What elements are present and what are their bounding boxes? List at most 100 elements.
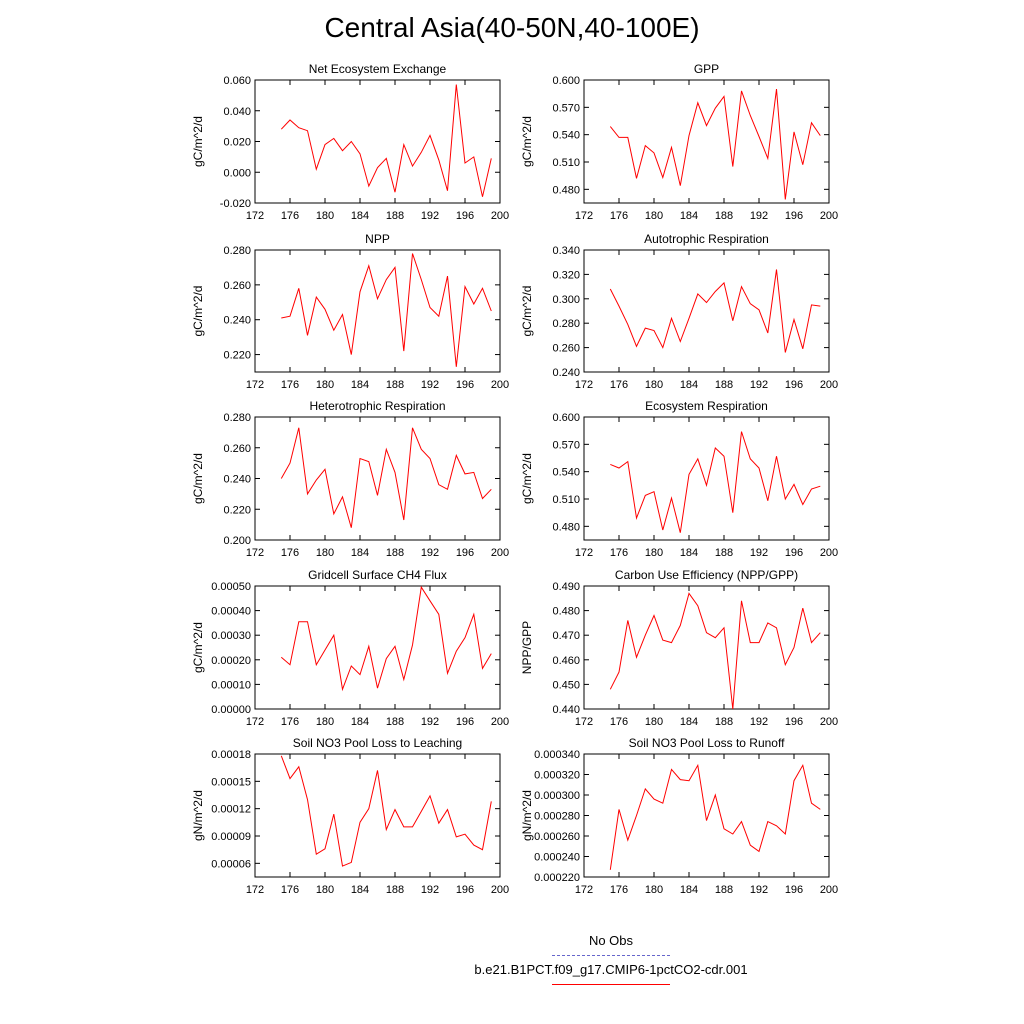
x-tick-label: 192 [421, 210, 439, 222]
y-tick-label: 0.240 [552, 367, 580, 379]
x-tick-label: 192 [421, 379, 439, 391]
x-tick-label: 176 [281, 547, 299, 559]
y-axis-label: gC/m^2/d [520, 116, 534, 167]
x-tick-label: 176 [281, 210, 299, 222]
y-tick-label: 0.220 [223, 350, 251, 362]
y-tick-label: 0.480 [552, 184, 580, 196]
x-tick-label: 196 [785, 210, 803, 222]
x-tick-label: 196 [785, 379, 803, 391]
y-tick-label: 0.600 [552, 412, 580, 424]
x-tick-label: 180 [645, 210, 663, 222]
x-tick-label: 188 [386, 210, 404, 222]
y-tick-label: 0.00015 [211, 776, 251, 788]
y-tick-label: 0.00050 [211, 581, 251, 593]
y-tick-label: 0.00009 [211, 831, 251, 843]
x-tick-label: 200 [820, 884, 838, 896]
x-tick-label: 180 [316, 379, 334, 391]
y-axis-label: gN/m^2/d [520, 790, 534, 841]
x-tick-label: 172 [246, 379, 264, 391]
chart-title: NPP [365, 232, 390, 246]
x-tick-label: 176 [610, 379, 628, 391]
y-tick-label: 0.220 [223, 504, 251, 516]
plot-frame [254, 585, 501, 710]
x-tick-label: 184 [680, 379, 698, 391]
chart-carbon-use-efficiency-npp-gpp: Carbon Use Efficiency (NPP/GPP) NPP/GPP 17… [520, 568, 838, 728]
chart-title: Soil NO3 Pool Loss to Leaching [293, 736, 462, 750]
y-axis-label: gN/m^2/d [191, 790, 205, 841]
series-line [609, 592, 821, 710]
legend-label-model-run: b.e21.B1PCT.f09_g17.CMIP6-1pctCO2-cdr.00… [474, 962, 748, 977]
x-tick-label: 196 [785, 547, 803, 559]
y-tick-label: 0.440 [552, 704, 580, 716]
x-tick-label: 184 [680, 210, 698, 222]
x-tick-label: 200 [820, 379, 838, 391]
x-tick-label: 200 [491, 379, 509, 391]
x-tick-label: 184 [680, 547, 698, 559]
chart-title: Carbon Use Efficiency (NPP/GPP) [615, 568, 798, 582]
y-axis-label: gC/m^2/d [191, 453, 205, 504]
chart-title: Net Ecosystem Exchange [309, 62, 447, 76]
y-axis-label: gC/m^2/d [520, 453, 534, 504]
plot-frame [583, 585, 830, 710]
y-axis-label: gC/m^2/d [191, 286, 205, 337]
series-line [609, 89, 821, 200]
x-tick-label: 196 [456, 210, 474, 222]
chart-heterotrophic-respiration: Heterotrophic Respiration gC/m^2/d 172 176 1… [191, 399, 509, 559]
x-tick-label: 184 [351, 379, 369, 391]
y-tick-label: 0.450 [552, 679, 580, 691]
x-tick-label: 192 [421, 884, 439, 896]
series-line [280, 585, 492, 692]
x-tick-label: 196 [785, 884, 803, 896]
chart-autotrophic-respiration: Autotrophic Respiration gC/m^2/d 172 176 180… [520, 232, 838, 391]
x-tick-label: 200 [491, 716, 509, 728]
x-tick-label: 192 [750, 210, 768, 222]
y-tick-label: 0.260 [552, 343, 580, 355]
x-tick-label: 196 [456, 379, 474, 391]
x-tick-label: 188 [715, 379, 733, 391]
y-tick-label: 0.280 [223, 412, 251, 424]
x-tick-label: 172 [246, 547, 264, 559]
x-tick-label: 180 [316, 884, 334, 896]
y-tick-label: 0.00006 [211, 858, 251, 870]
x-tick-label: 176 [610, 716, 628, 728]
y-tick-label: 0.480 [552, 606, 580, 618]
x-tick-label: 180 [316, 547, 334, 559]
x-tick-label: 172 [575, 884, 593, 896]
x-tick-label: 192 [750, 884, 768, 896]
y-tick-label: 0.340 [552, 245, 580, 257]
y-tick-label: 0.020 [223, 137, 251, 149]
y-tick-label: 0.00030 [211, 630, 251, 642]
x-tick-label: 200 [491, 884, 509, 896]
x-tick-label: 184 [680, 884, 698, 896]
y-tick-label: 0.260 [223, 280, 251, 292]
x-tick-label: 192 [750, 716, 768, 728]
y-tick-label: 0.320 [552, 269, 580, 281]
x-tick-label: 180 [645, 379, 663, 391]
x-tick-label: 200 [491, 547, 509, 559]
y-tick-label: 0.460 [552, 655, 580, 667]
y-tick-label: 0.490 [552, 581, 580, 593]
plot-frame [254, 79, 501, 204]
x-tick-label: 196 [456, 884, 474, 896]
y-tick-label: 0.000320 [534, 770, 580, 782]
y-axis-label: NPP/GPP [520, 621, 534, 674]
y-tick-label: 0.470 [552, 630, 580, 642]
y-tick-label: 0.000220 [534, 872, 580, 884]
x-tick-label: 176 [610, 547, 628, 559]
y-tick-label: 0.000240 [534, 852, 580, 864]
x-tick-label: 192 [421, 716, 439, 728]
x-tick-label: 192 [750, 379, 768, 391]
y-axis-label: gC/m^2/d [191, 116, 205, 167]
y-tick-label: 0.000260 [534, 831, 580, 843]
series-line [280, 755, 492, 867]
y-tick-label: 0.00000 [211, 704, 251, 716]
y-tick-label: 0.510 [552, 157, 580, 169]
x-tick-label: 176 [281, 884, 299, 896]
y-tick-label: -0.020 [220, 198, 251, 210]
series-line [610, 431, 821, 533]
x-tick-label: 196 [456, 716, 474, 728]
y-tick-label: 0.540 [552, 130, 580, 142]
x-tick-label: 180 [316, 716, 334, 728]
chart-title: GPP [694, 62, 719, 76]
